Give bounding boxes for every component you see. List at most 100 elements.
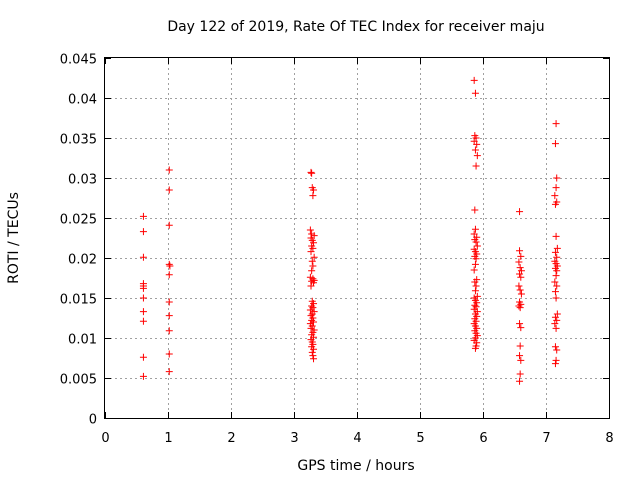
data-point: [470, 266, 478, 274]
x-tick-label: 8: [605, 431, 613, 446]
x-tick-label: 3: [290, 431, 298, 446]
data-point: [473, 140, 481, 148]
data-point: [165, 186, 173, 194]
x-tick-label: 0: [101, 431, 109, 446]
data-point: [516, 352, 524, 360]
plot-frame: [104, 57, 610, 419]
y-tick-label: 0.025: [60, 213, 97, 228]
data-point: [470, 76, 478, 84]
data-point: [471, 278, 479, 286]
y-tick-label: 0.04: [68, 93, 97, 108]
data-point: [309, 352, 317, 360]
data-point: [517, 267, 525, 275]
data-point: [553, 174, 561, 182]
data-point: [552, 294, 560, 302]
data-point: [551, 343, 559, 351]
data-point: [308, 267, 316, 275]
data-point: [308, 310, 316, 318]
data-point: [472, 282, 480, 290]
data-point: [553, 253, 561, 261]
data-point: [471, 287, 479, 295]
data-point: [551, 320, 559, 328]
data-point: [553, 282, 561, 290]
data-point: [517, 324, 525, 332]
data-point: [165, 166, 173, 174]
data-point: [308, 302, 316, 310]
data-point: [139, 308, 147, 316]
data-point: [139, 317, 147, 325]
data-point: [551, 360, 559, 368]
data-point: [552, 324, 560, 332]
data-point: [139, 253, 147, 261]
data-points: [139, 76, 561, 385]
data-point: [307, 248, 315, 256]
data-point: [165, 260, 173, 268]
data-point: [553, 346, 561, 354]
x-tick-label: 6: [479, 431, 487, 446]
data-point: [165, 271, 173, 279]
data-point: [307, 168, 315, 176]
x-tick-label: 4: [353, 431, 361, 446]
data-point: [516, 342, 524, 350]
data-point: [310, 355, 318, 363]
data-point: [308, 169, 316, 177]
data-point: [551, 313, 559, 321]
data-point: [471, 260, 479, 268]
data-point: [471, 89, 479, 97]
data-point: [471, 146, 479, 154]
data-point: [308, 257, 316, 265]
data-point: [309, 262, 317, 270]
data-point: [517, 290, 525, 298]
y-tick-label: 0.015: [60, 293, 97, 308]
data-point: [551, 288, 559, 296]
data-point: [165, 298, 173, 306]
data-point: [165, 312, 173, 320]
data-point: [310, 186, 318, 194]
data-point: [472, 255, 480, 263]
data-point: [308, 348, 316, 356]
grid: [105, 58, 609, 418]
data-point: [552, 272, 560, 280]
x-tick-label: 5: [416, 431, 424, 446]
y-tick-label: 0.02: [68, 253, 97, 268]
data-point: [516, 377, 524, 385]
x-axis-label: GPS time / hours: [297, 458, 414, 474]
y-tick-label: 0.005: [60, 373, 97, 388]
data-point: [165, 368, 173, 376]
y-tick-label: 0.035: [60, 133, 97, 148]
data-point: [139, 372, 147, 380]
data-point: [516, 286, 524, 294]
data-point: [139, 284, 147, 292]
data-point: [517, 273, 525, 281]
data-point: [165, 327, 173, 335]
data-point: [306, 306, 314, 314]
y-tick-label: 0.03: [68, 173, 97, 188]
data-point: [552, 184, 560, 192]
data-point: [310, 345, 318, 353]
data-point: [515, 258, 523, 266]
y-tick-label: 0: [89, 413, 97, 428]
data-point: [310, 318, 318, 326]
data-point: [473, 242, 481, 250]
x-tick-label: 2: [227, 431, 235, 446]
data-point: [471, 301, 479, 309]
data-point: [472, 238, 480, 246]
data-point: [139, 353, 147, 361]
data-point: [516, 264, 524, 272]
data-point: [473, 152, 481, 160]
data-point: [551, 192, 559, 200]
data-point: [473, 339, 481, 347]
data-point: [165, 350, 173, 358]
data-point: [471, 344, 479, 352]
data-point: [310, 253, 318, 261]
data-point: [516, 370, 524, 378]
data-point: [307, 282, 315, 290]
y-axis-label: ROTI / TECUs: [6, 192, 22, 284]
data-point: [552, 232, 560, 240]
axis-ticks: 0 1 2 3 4 5 6 7 8 0 0.005 0.01 0.015 0.02 0.025 0.03 0.0…: [60, 53, 614, 447]
data-point: [472, 162, 480, 170]
data-point: [551, 248, 559, 256]
data-point: [553, 316, 561, 324]
data-point: [139, 294, 147, 302]
data-point: [517, 356, 525, 364]
